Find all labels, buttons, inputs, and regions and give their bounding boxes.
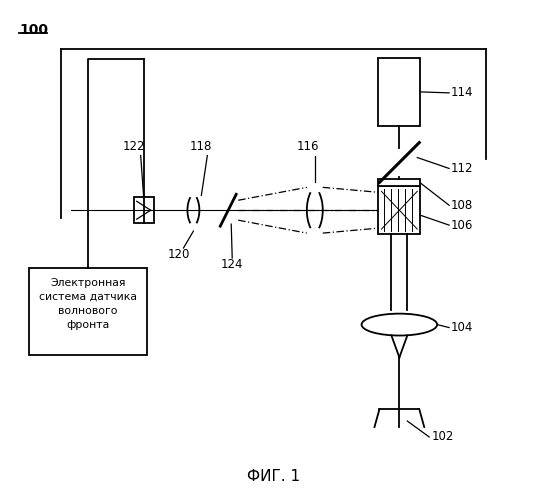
Bar bbox=[29, 268, 147, 356]
Text: 120: 120 bbox=[167, 248, 189, 261]
Text: 108: 108 bbox=[451, 198, 473, 212]
Bar bbox=[378, 186, 420, 234]
Text: Электронная
система датчика
волнового
фронта: Электронная система датчика волнового фр… bbox=[39, 278, 137, 330]
Text: 106: 106 bbox=[451, 218, 473, 232]
Bar bbox=[378, 180, 420, 186]
Text: 114: 114 bbox=[451, 86, 474, 100]
Bar bbox=[378, 58, 420, 126]
Bar bbox=[134, 198, 154, 223]
Text: 102: 102 bbox=[431, 430, 453, 444]
Text: 104: 104 bbox=[451, 321, 473, 334]
Text: 118: 118 bbox=[189, 140, 211, 152]
Text: 112: 112 bbox=[451, 162, 474, 175]
Text: 124: 124 bbox=[221, 258, 243, 271]
Text: 116: 116 bbox=[296, 140, 319, 152]
Ellipse shape bbox=[362, 314, 437, 336]
Text: 122: 122 bbox=[122, 140, 145, 152]
Text: ФИГ. 1: ФИГ. 1 bbox=[248, 469, 300, 484]
Text: 100: 100 bbox=[19, 24, 48, 38]
